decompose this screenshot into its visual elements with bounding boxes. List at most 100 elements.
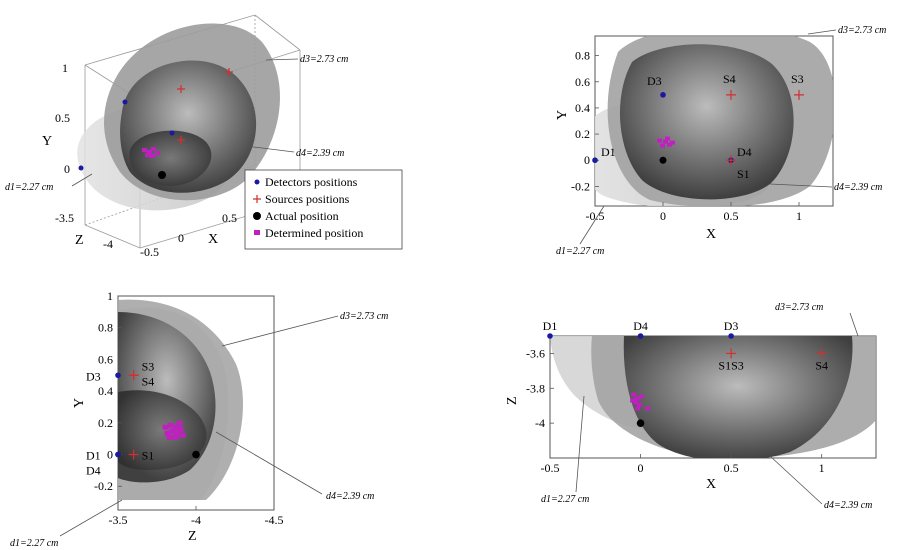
points-xz: D1 D4 D3 S1S3 S4	[543, 319, 828, 427]
ytick-label-xz-2: -3.6	[526, 346, 545, 360]
determined-point-zy-5	[169, 428, 176, 434]
detector-label-zy-0: D3	[86, 369, 101, 383]
zlabel-3d: Z	[75, 233, 84, 248]
ytick-label-zy-5: 0.8	[98, 321, 113, 335]
annotation-d1-zy: d1=2.27 cm	[10, 538, 58, 549]
detector-point-zy-0	[115, 372, 121, 379]
annotation-d4-xy: d4=2.39 cm	[834, 182, 882, 193]
determined-point-xy-0	[657, 138, 662, 143]
determined-point-xz-3	[637, 402, 643, 407]
xtick-label-zy-1: -4	[191, 513, 201, 527]
determined-point-zy-3	[177, 426, 184, 432]
axes-xz: -0.5 0 0.5 1 -4 -3.8 -3.6	[526, 346, 825, 475]
determined-point-zy-0	[162, 424, 169, 430]
detector-point-zy-2	[115, 451, 121, 458]
xlabel-zy: Z	[188, 529, 197, 544]
points-xy: D1 D3 D4 S4 S3 S1	[592, 72, 804, 181]
svg-text:Determined position: Determined position	[265, 226, 363, 240]
xtick-3d-0: -0.5	[140, 245, 159, 259]
source-point-xy-1	[794, 89, 804, 100]
determined-point-xz-7	[635, 406, 641, 411]
source-point-xz-1	[816, 348, 827, 359]
xtick-label-zy-2: -4.5	[265, 513, 284, 527]
annotation-d3-xy: d3=2.73 cm	[838, 25, 886, 36]
detector-label-zy-2: D4	[86, 464, 101, 478]
xtick-label-xy-2: 0.5	[724, 209, 739, 223]
determined-point-xy-2	[667, 142, 672, 147]
legend-item-detectors: Detectors positions	[254, 175, 358, 189]
xlabel-xz: X	[706, 477, 716, 492]
detector-point-xz-2	[728, 333, 734, 339]
determined-point-xz-4	[630, 398, 636, 403]
annotation-d4-xz: d4=2.39 cm	[824, 500, 872, 511]
xtick-label-xz-0: -0.5	[541, 461, 560, 475]
detector-label-xy-2: D4	[737, 145, 752, 159]
detector-label-xy-0: D1	[601, 145, 616, 159]
ytick-3d-0: 1	[62, 61, 68, 75]
determined-point-zy-9	[172, 434, 179, 440]
shell-d4-xz	[623, 336, 853, 458]
determined-point-xy-1	[663, 139, 668, 144]
xtick-3d-1: 0	[178, 231, 184, 245]
ytick-label-zy-3: 0.4	[98, 384, 113, 398]
source-label-zy-2: S1	[142, 449, 155, 463]
detector-point-xz-1	[637, 333, 644, 339]
xlabel-xy: X	[706, 227, 716, 242]
ytick-label-xy-1: 0	[584, 153, 590, 167]
ytick-label-xy-4: 0.6	[575, 75, 590, 89]
ytick-label-zy-2: 0.2	[98, 416, 113, 430]
actual-marker-3d	[158, 171, 166, 179]
axes-zy: -3.5 -4 -4.5 -0.2 0 0.2 0.4 0.6 0.8 1	[94, 289, 284, 527]
detector-label-xy-1: D3	[647, 74, 662, 88]
xtick-label-xy-3: 1	[796, 209, 802, 223]
source-label-zy-1: S4	[142, 374, 155, 388]
source-label-xz-0: S1S3	[718, 358, 743, 372]
source-label-zy-0: S3	[142, 359, 155, 373]
source-point-xy-2	[726, 155, 736, 166]
determined-point-zy-10	[176, 420, 183, 426]
annotation-d3-xz: d3=2.73 cm	[775, 302, 823, 313]
ztick-3d-1: -4	[103, 237, 113, 251]
ylabel-zy: Y	[72, 398, 87, 408]
detector-point-xy-0	[592, 157, 598, 164]
determined-point-zy-1	[167, 422, 174, 428]
xtick-label-xz-2: 0.5	[724, 461, 739, 475]
determined-point-zy-7	[179, 432, 186, 438]
shell-core-3d	[129, 130, 212, 186]
ylabel-3d: Y	[42, 134, 52, 149]
legend-item-sources: Sources positions	[253, 192, 350, 206]
detector-point-xz-0	[547, 333, 553, 339]
xtick-label-xy-1: 0	[660, 209, 666, 223]
determined-point-xy-4	[665, 136, 670, 141]
detector-marker-3d	[78, 99, 175, 171]
source-point-zy-1	[128, 370, 139, 381]
detector-label-xz-0: D1	[543, 319, 558, 333]
source-point-xy-0	[726, 89, 736, 100]
determined-marker-3d	[142, 147, 160, 158]
xtick-label-xz-1: 0	[638, 461, 644, 475]
axes-xy: -0.5 0 0.5 1-0.200.20.40.60.8	[571, 49, 802, 223]
source-label-xy-0: S4	[723, 72, 736, 86]
xtick-label-zy-0: -3.5	[109, 513, 128, 527]
ytick-label-zy-1: 0	[107, 448, 113, 462]
actual-point-xy	[659, 156, 667, 164]
ytick-label-zy-6: 1	[107, 289, 113, 303]
detector-label-xz-1: D4	[633, 319, 648, 333]
determined-point-xz-6	[645, 406, 651, 411]
source-label-xy-1: S3	[791, 72, 804, 86]
detector-label-zy-1: D1	[86, 449, 101, 463]
determined-point-zy-8	[166, 434, 173, 440]
annotation-d3-zy: d3=2.73 cm	[340, 311, 388, 322]
ytick-label-zy-4: 0.6	[98, 352, 113, 366]
ytick-label-zy-0: -0.2	[94, 479, 113, 493]
source-marker-3d	[177, 68, 233, 144]
panel-xz: -0.5 0 0.5 1 -4 -3.8 -3.6 D1 D4 D3 S1S3 S4 X Z d3=…	[505, 302, 877, 511]
xtick-label-xz-3: 1	[819, 461, 825, 475]
legend-3d: Detectors positions Sources positions Ac…	[244, 169, 403, 250]
ytick-3d-1: 0.5	[55, 111, 70, 125]
source-label-xy-2: S1	[737, 167, 750, 181]
